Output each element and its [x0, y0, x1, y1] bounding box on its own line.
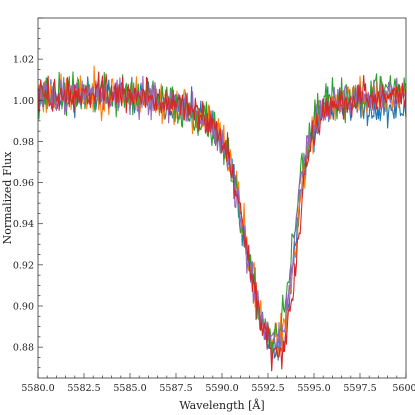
- series-layer: [37, 65, 407, 372]
- y-tick-label: 1.02: [13, 55, 34, 66]
- x-axis-label: Wavelength [Å]: [179, 398, 264, 412]
- x-tick-label: 5595.0: [297, 383, 330, 394]
- y-tick-label: 0.96: [13, 178, 34, 189]
- x-tick-label: 5600.: [392, 383, 415, 394]
- x-tick-label: 5582.5: [67, 383, 100, 394]
- x-tick-label: 5597.5: [343, 383, 376, 394]
- spectrum-series-5: [37, 71, 407, 372]
- y-tick-label: 0.98: [13, 137, 34, 148]
- y-axis-label: Normalized Flux: [1, 151, 14, 245]
- y-tick-label: 0.94: [13, 219, 34, 230]
- x-tick-label: 5590.0: [205, 383, 238, 394]
- x-tick-label: 5587.5: [159, 383, 192, 394]
- plot-frame: [37, 17, 407, 379]
- x-axis: 5580.0 5582.5 5585.0 5587.5 5590.0 5592.5 5595…: [21, 373, 415, 394]
- y-tick-label: 0.88: [13, 343, 34, 354]
- y-tick-label: 0.90: [13, 302, 34, 313]
- spectrum-series-1: [37, 76, 407, 362]
- y-tick-label: 0.92: [13, 260, 34, 271]
- x-tick-label: 5585.0: [113, 383, 146, 394]
- x-tick-label: 5580.0: [21, 383, 54, 394]
- y-axis: 0.88 0.90 0.92 0.94 0.96 0.98 1.00 1.02: [13, 17, 43, 369]
- y-tick-label: 1.00: [13, 96, 34, 107]
- x-tick-label: 5592.5: [251, 383, 284, 394]
